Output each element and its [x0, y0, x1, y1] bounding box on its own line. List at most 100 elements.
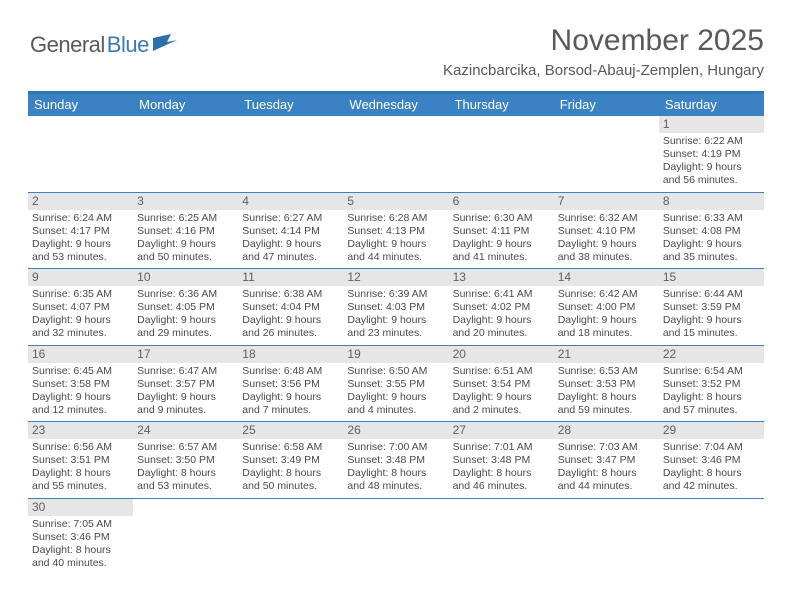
day-number: 30	[28, 499, 133, 516]
daylight-line: and 23 minutes.	[347, 327, 444, 340]
day-number: 26	[343, 422, 448, 439]
sunset-line: Sunset: 3:47 PM	[558, 454, 655, 467]
daylight-line: and 2 minutes.	[453, 404, 550, 417]
daylight-line: Daylight: 8 hours	[663, 391, 760, 404]
calendar-cell-empty	[238, 116, 343, 192]
day-number: 9	[28, 269, 133, 286]
calendar-week: 23Sunrise: 6:56 AMSunset: 3:51 PMDayligh…	[28, 422, 764, 499]
calendar-cell: 6Sunrise: 6:30 AMSunset: 4:11 PMDaylight…	[449, 193, 554, 269]
sunset-line: Sunset: 4:08 PM	[663, 225, 760, 238]
sunrise-line: Sunrise: 6:35 AM	[32, 288, 129, 301]
daylight-line: and 42 minutes.	[663, 480, 760, 493]
sunrise-line: Sunrise: 6:58 AM	[242, 441, 339, 454]
sunrise-line: Sunrise: 6:25 AM	[137, 212, 234, 225]
calendar-cell-empty	[659, 499, 764, 575]
day-number: 6	[449, 193, 554, 210]
calendar-cell: 2Sunrise: 6:24 AMSunset: 4:17 PMDaylight…	[28, 193, 133, 269]
calendar-cell: 9Sunrise: 6:35 AMSunset: 4:07 PMDaylight…	[28, 269, 133, 345]
sunset-line: Sunset: 3:48 PM	[347, 454, 444, 467]
day-header: Thursday	[449, 94, 554, 116]
daylight-line: and 32 minutes.	[32, 327, 129, 340]
daylight-line: and 44 minutes.	[347, 251, 444, 264]
day-number: 20	[449, 346, 554, 363]
calendar-cell: 20Sunrise: 6:51 AMSunset: 3:54 PMDayligh…	[449, 346, 554, 422]
calendar-cell-empty	[133, 499, 238, 575]
daylight-line: Daylight: 9 hours	[242, 238, 339, 251]
sunset-line: Sunset: 3:53 PM	[558, 378, 655, 391]
calendar-body: 1Sunrise: 6:22 AMSunset: 4:19 PMDaylight…	[28, 116, 764, 574]
sunrise-line: Sunrise: 6:57 AM	[137, 441, 234, 454]
sunrise-line: Sunrise: 6:24 AM	[32, 212, 129, 225]
calendar-cell-empty	[343, 116, 448, 192]
day-number: 27	[449, 422, 554, 439]
daylight-line: and 18 minutes.	[558, 327, 655, 340]
day-number: 2	[28, 193, 133, 210]
daylight-line: and 9 minutes.	[137, 404, 234, 417]
daylight-line: Daylight: 8 hours	[32, 467, 129, 480]
sunset-line: Sunset: 3:58 PM	[32, 378, 129, 391]
sunrise-line: Sunrise: 6:54 AM	[663, 365, 760, 378]
calendar-cell-empty	[133, 116, 238, 192]
sunrise-line: Sunrise: 6:44 AM	[663, 288, 760, 301]
daylight-line: Daylight: 9 hours	[663, 161, 760, 174]
day-number: 18	[238, 346, 343, 363]
calendar-cell: 7Sunrise: 6:32 AMSunset: 4:10 PMDaylight…	[554, 193, 659, 269]
sunrise-line: Sunrise: 6:32 AM	[558, 212, 655, 225]
sunrise-line: Sunrise: 6:50 AM	[347, 365, 444, 378]
calendar-cell: 23Sunrise: 6:56 AMSunset: 3:51 PMDayligh…	[28, 422, 133, 498]
sunrise-line: Sunrise: 6:33 AM	[663, 212, 760, 225]
sunset-line: Sunset: 4:10 PM	[558, 225, 655, 238]
day-number: 16	[28, 346, 133, 363]
calendar-cell: 24Sunrise: 6:57 AMSunset: 3:50 PMDayligh…	[133, 422, 238, 498]
daylight-line: and 35 minutes.	[663, 251, 760, 264]
daylight-line: and 50 minutes.	[137, 251, 234, 264]
sunrise-line: Sunrise: 6:47 AM	[137, 365, 234, 378]
calendar-cell: 1Sunrise: 6:22 AMSunset: 4:19 PMDaylight…	[659, 116, 764, 192]
daylight-line: and 48 minutes.	[347, 480, 444, 493]
sunset-line: Sunset: 3:52 PM	[663, 378, 760, 391]
daylight-line: Daylight: 9 hours	[347, 314, 444, 327]
day-number: 19	[343, 346, 448, 363]
sunrise-line: Sunrise: 6:36 AM	[137, 288, 234, 301]
calendar-week: 1Sunrise: 6:22 AMSunset: 4:19 PMDaylight…	[28, 116, 764, 193]
calendar-cell: 5Sunrise: 6:28 AMSunset: 4:13 PMDaylight…	[343, 193, 448, 269]
day-number: 15	[659, 269, 764, 286]
sunset-line: Sunset: 3:59 PM	[663, 301, 760, 314]
calendar-cell: 16Sunrise: 6:45 AMSunset: 3:58 PMDayligh…	[28, 346, 133, 422]
day-header: Monday	[133, 94, 238, 116]
calendar-cell-empty	[449, 499, 554, 575]
day-header: Sunday	[28, 94, 133, 116]
daylight-line: Daylight: 8 hours	[242, 467, 339, 480]
calendar-cell: 11Sunrise: 6:38 AMSunset: 4:04 PMDayligh…	[238, 269, 343, 345]
daylight-line: Daylight: 9 hours	[347, 238, 444, 251]
sunrise-line: Sunrise: 6:53 AM	[558, 365, 655, 378]
calendar-cell: 12Sunrise: 6:39 AMSunset: 4:03 PMDayligh…	[343, 269, 448, 345]
daylight-line: Daylight: 9 hours	[242, 391, 339, 404]
daylight-line: and 47 minutes.	[242, 251, 339, 264]
sunset-line: Sunset: 3:48 PM	[453, 454, 550, 467]
day-header: Tuesday	[238, 94, 343, 116]
calendar-cell-empty	[343, 499, 448, 575]
sunset-line: Sunset: 3:49 PM	[242, 454, 339, 467]
daylight-line: and 46 minutes.	[453, 480, 550, 493]
daylight-line: Daylight: 9 hours	[32, 314, 129, 327]
sunrise-line: Sunrise: 6:56 AM	[32, 441, 129, 454]
calendar-header-row: SundayMondayTuesdayWednesdayThursdayFrid…	[28, 94, 764, 116]
calendar-cell-empty	[449, 116, 554, 192]
calendar-cell: 26Sunrise: 7:00 AMSunset: 3:48 PMDayligh…	[343, 422, 448, 498]
calendar-week: 9Sunrise: 6:35 AMSunset: 4:07 PMDaylight…	[28, 269, 764, 346]
sunset-line: Sunset: 3:51 PM	[32, 454, 129, 467]
sunrise-line: Sunrise: 6:45 AM	[32, 365, 129, 378]
day-number: 8	[659, 193, 764, 210]
daylight-line: and 15 minutes.	[663, 327, 760, 340]
sunrise-line: Sunrise: 7:01 AM	[453, 441, 550, 454]
calendar-cell: 3Sunrise: 6:25 AMSunset: 4:16 PMDaylight…	[133, 193, 238, 269]
calendar-cell: 15Sunrise: 6:44 AMSunset: 3:59 PMDayligh…	[659, 269, 764, 345]
sunset-line: Sunset: 4:02 PM	[453, 301, 550, 314]
calendar-cell-empty	[554, 116, 659, 192]
daylight-line: Daylight: 8 hours	[453, 467, 550, 480]
calendar-cell: 19Sunrise: 6:50 AMSunset: 3:55 PMDayligh…	[343, 346, 448, 422]
sunrise-line: Sunrise: 7:04 AM	[663, 441, 760, 454]
daylight-line: and 20 minutes.	[453, 327, 550, 340]
daylight-line: Daylight: 8 hours	[663, 467, 760, 480]
